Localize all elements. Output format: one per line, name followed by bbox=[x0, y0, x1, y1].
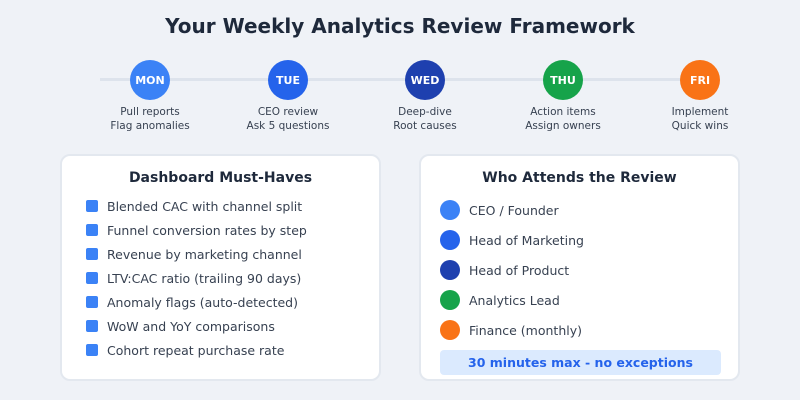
bullet-square-icon bbox=[86, 224, 98, 236]
attendee-item: Finance (monthly) bbox=[440, 320, 582, 340]
attendee-label: Analytics Lead bbox=[469, 292, 560, 308]
day-wed-task-2: Root causes bbox=[393, 120, 457, 132]
list-item: Blended CAC with channel split bbox=[86, 198, 302, 214]
list-item-label: Cohort repeat purchase rate bbox=[107, 342, 285, 358]
attendees-card-title: Who Attends the Review bbox=[482, 170, 677, 186]
attendee-item: Head of Product bbox=[440, 260, 569, 280]
duration-note: 30 minutes max - no exceptions bbox=[440, 350, 721, 375]
attendees-card: Who Attends the Review CEO / Founder Hea… bbox=[419, 154, 740, 381]
bullet-square-icon bbox=[86, 272, 98, 284]
day-fri-circle: FRI bbox=[680, 60, 720, 100]
list-item-label: WoW and YoY comparisons bbox=[107, 318, 275, 334]
day-fri-task-2: Quick wins bbox=[671, 120, 729, 132]
day-wed-task-1: Deep-dive bbox=[398, 106, 452, 118]
day-mon-task-2: Flag anomalies bbox=[110, 120, 190, 132]
day-thu-task-1: Action items bbox=[530, 106, 596, 118]
list-item-label: LTV:CAC ratio (trailing 90 days) bbox=[107, 270, 302, 286]
list-item: Revenue by marketing channel bbox=[86, 246, 302, 262]
list-item: Cohort repeat purchase rate bbox=[86, 342, 284, 358]
bullet-square-icon bbox=[86, 200, 98, 212]
day-tue-task-1: CEO review bbox=[257, 106, 319, 118]
day-thu-circle: THU bbox=[543, 60, 583, 100]
bullet-square-icon bbox=[86, 248, 98, 260]
list-item-label: Anomaly flags (auto-detected) bbox=[107, 294, 298, 310]
bullet-square-icon bbox=[86, 296, 98, 308]
attendee-label: Head of Product bbox=[469, 262, 570, 278]
page-title: Your Weekly Analytics Review Framework bbox=[165, 14, 635, 38]
attendee-dot-icon bbox=[440, 200, 460, 220]
attendee-item: CEO / Founder bbox=[440, 200, 559, 220]
dashboard-card: Dashboard Must-Haves Blended CAC with ch… bbox=[60, 154, 381, 381]
list-item-label: Blended CAC with channel split bbox=[107, 198, 303, 214]
list-item: Anomaly flags (auto-detected) bbox=[86, 294, 298, 310]
list-item-label: Revenue by marketing channel bbox=[107, 246, 302, 262]
list-item-label: Funnel conversion rates by step bbox=[107, 222, 307, 238]
attendee-item: Head of Marketing bbox=[440, 230, 584, 250]
day-mon: MON Pull reports Flag anomalies bbox=[75, 60, 225, 133]
day-mon-circle: MON bbox=[130, 60, 170, 100]
attendee-dot-icon bbox=[440, 320, 460, 340]
attendee-dot-icon bbox=[440, 230, 460, 250]
attendee-dot-icon bbox=[440, 260, 460, 280]
day-tue: TUE CEO review Ask 5 questions bbox=[213, 60, 363, 133]
attendee-item: Analytics Lead bbox=[440, 290, 560, 310]
day-thu: THU Action items Assign owners bbox=[488, 60, 638, 133]
attendee-label: CEO / Founder bbox=[469, 202, 559, 218]
day-thu-task-2: Assign owners bbox=[525, 120, 601, 132]
dashboard-card-title: Dashboard Must-Haves bbox=[128, 170, 313, 186]
day-wed-circle: WED bbox=[405, 60, 445, 100]
day-mon-task-1: Pull reports bbox=[120, 106, 180, 118]
day-wed: WED Deep-dive Root causes bbox=[350, 60, 500, 133]
day-fri-task-1: Implement bbox=[671, 106, 729, 118]
list-item: Funnel conversion rates by step bbox=[86, 222, 307, 238]
bullet-square-icon bbox=[86, 320, 98, 332]
attendee-label: Head of Marketing bbox=[469, 232, 584, 248]
attendee-dot-icon bbox=[440, 290, 460, 310]
bullet-square-icon bbox=[86, 344, 98, 356]
day-fri: FRI Implement Quick wins bbox=[625, 60, 775, 133]
attendee-label: Finance (monthly) bbox=[469, 322, 582, 338]
day-tue-task-2: Ask 5 questions bbox=[246, 120, 330, 132]
timeline-line bbox=[100, 78, 700, 81]
list-item: WoW and YoY comparisons bbox=[86, 318, 275, 334]
day-tue-circle: TUE bbox=[268, 60, 308, 100]
list-item: LTV:CAC ratio (trailing 90 days) bbox=[86, 270, 301, 286]
